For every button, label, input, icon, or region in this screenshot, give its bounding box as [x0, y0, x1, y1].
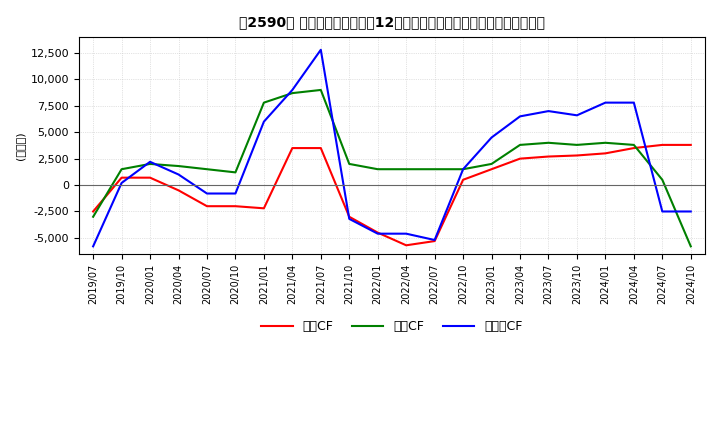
フリーCF [658, 209, 667, 214]
投資CF [174, 163, 183, 169]
Line: フリーCF: フリーCF [93, 50, 690, 246]
投資CF [516, 142, 524, 147]
営業CF [288, 146, 297, 151]
投資CF [202, 167, 211, 172]
営業CF [260, 205, 269, 211]
フリーCF [345, 216, 354, 221]
フリーCF [431, 237, 439, 242]
Legend: 営業CF, 投資CF, フリーCF: 営業CF, 投資CF, フリーCF [256, 315, 528, 338]
投資CF [487, 161, 496, 167]
投資CF [345, 161, 354, 167]
フリーCF [202, 191, 211, 196]
営業CF [374, 230, 382, 235]
Line: 投資CF: 投資CF [93, 90, 690, 246]
営業CF [174, 188, 183, 193]
投資CF [544, 140, 553, 146]
営業CF [202, 204, 211, 209]
営業CF [317, 146, 325, 151]
フリーCF [516, 114, 524, 119]
営業CF [231, 204, 240, 209]
投資CF [686, 244, 695, 249]
投資CF [117, 167, 126, 172]
フリーCF [629, 100, 638, 105]
投資CF [459, 167, 467, 172]
投資CF [572, 142, 581, 147]
投資CF [317, 87, 325, 92]
営業CF [89, 209, 97, 214]
営業CF [402, 242, 410, 248]
フリーCF [317, 47, 325, 52]
フリーCF [686, 209, 695, 214]
フリーCF [117, 180, 126, 186]
投資CF [601, 140, 610, 146]
フリーCF [288, 87, 297, 92]
営業CF [117, 175, 126, 180]
Title: 【2590】 キャッシュフローの12か月移動合計の対前年同期増減額の推移: 【2590】 キャッシュフローの12か月移動合計の対前年同期増減額の推移 [239, 15, 545, 29]
投資CF [145, 161, 154, 167]
フリーCF [402, 231, 410, 236]
営業CF [544, 154, 553, 159]
投資CF [402, 167, 410, 172]
投資CF [431, 167, 439, 172]
フリーCF [374, 231, 382, 236]
フリーCF [544, 108, 553, 114]
営業CF [487, 167, 496, 172]
営業CF [629, 146, 638, 151]
フリーCF [231, 191, 240, 196]
フリーCF [89, 244, 97, 249]
営業CF [145, 175, 154, 180]
フリーCF [601, 100, 610, 105]
営業CF [686, 142, 695, 147]
営業CF [601, 151, 610, 156]
営業CF [459, 177, 467, 183]
営業CF [516, 156, 524, 161]
営業CF [572, 153, 581, 158]
Line: 営業CF: 営業CF [93, 145, 690, 245]
Y-axis label: (百万円): (百万円) [15, 131, 25, 160]
投資CF [231, 170, 240, 175]
投資CF [89, 214, 97, 220]
フリーCF [487, 135, 496, 140]
投資CF [260, 100, 269, 105]
営業CF [431, 238, 439, 244]
フリーCF [572, 113, 581, 118]
フリーCF [459, 167, 467, 172]
投資CF [658, 177, 667, 183]
投資CF [629, 142, 638, 147]
投資CF [374, 167, 382, 172]
フリーCF [145, 159, 154, 165]
フリーCF [174, 172, 183, 177]
投資CF [288, 91, 297, 96]
フリーCF [260, 119, 269, 124]
営業CF [658, 142, 667, 147]
営業CF [345, 214, 354, 220]
